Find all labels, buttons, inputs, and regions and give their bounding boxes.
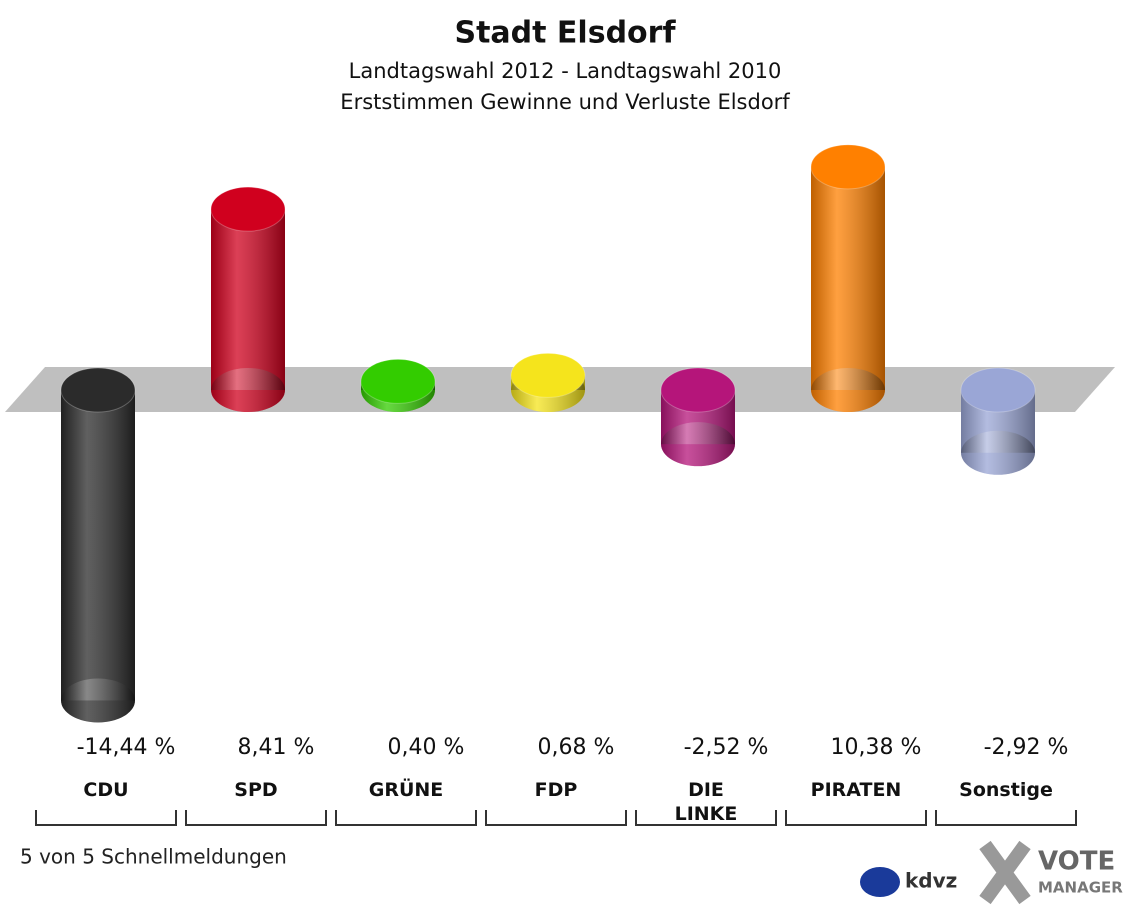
bar-cap: [210, 186, 286, 232]
x-tick-label: FDP: [534, 779, 578, 801]
chart-title: Stadt Elsdorf: [454, 16, 676, 51]
chart-subtitle: Erststimmen Gewinne und Verluste Elsdorf: [340, 90, 790, 114]
bar-cap: [360, 358, 436, 404]
logo-text: MANAGER: [1038, 879, 1123, 897]
bar-cap: [510, 352, 586, 398]
bar-shade: [811, 166, 885, 390]
x-tick-label: Sonstige: [959, 779, 1053, 801]
bar-shade: [811, 368, 885, 412]
category-bracket: [35, 810, 177, 826]
category-bracket: [335, 810, 477, 826]
bar-cap: [660, 367, 736, 413]
logo-text: kdvz: [905, 869, 957, 893]
value-label: 8,41 %: [238, 735, 315, 760]
logo-dot: [860, 867, 900, 897]
logo-text: VOTE: [1038, 847, 1115, 877]
logo-cross: [979, 840, 1031, 905]
bar-cap: [960, 367, 1036, 413]
category-bracket: [485, 810, 627, 826]
bar-shade: [661, 422, 735, 467]
x-tick-label: DIE LINKE: [674, 779, 738, 825]
x-tick-label: SPD: [234, 779, 278, 801]
bar-shade: [61, 678, 135, 723]
category-bracket: [785, 810, 927, 826]
bar-cap: [60, 367, 136, 413]
bar-cap: [810, 144, 886, 190]
bar-shade: [211, 209, 285, 390]
value-label: -2,92 %: [984, 735, 1069, 760]
x-tick-label: PIRATEN: [810, 779, 902, 801]
value-label: -2,52 %: [684, 735, 769, 760]
bar-shade: [211, 368, 285, 412]
category-bracket: [935, 810, 1077, 826]
category-bracket: [635, 810, 777, 826]
value-label: 0,40 %: [388, 735, 465, 760]
footer: 5 von 5 Schnellmeldungen: [20, 845, 287, 869]
bar-shade: [61, 390, 135, 701]
category-bracket: [185, 810, 327, 826]
value-label: -14,44 %: [77, 735, 176, 760]
chart-subtitle: Landtagswahl 2012 - Landtagswahl 2010: [349, 59, 782, 83]
value-label: 10,38 %: [831, 735, 922, 760]
x-tick-label: CDU: [83, 779, 129, 801]
x-tick-label: GRÜNE: [368, 779, 444, 801]
value-label: 0,68 %: [538, 735, 615, 760]
bar-shade: [961, 430, 1035, 475]
